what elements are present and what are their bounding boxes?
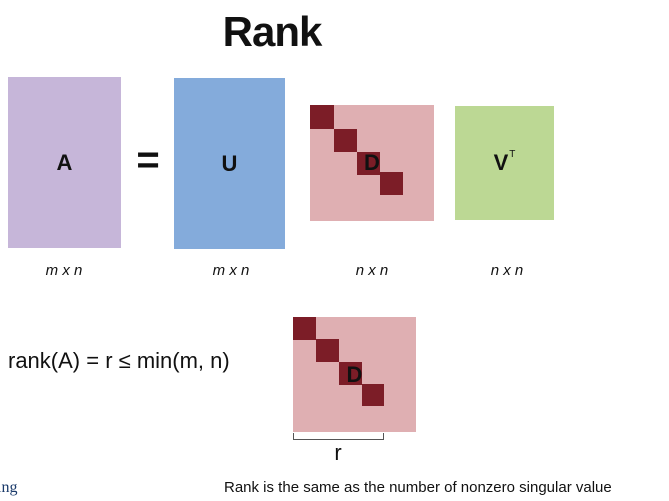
slide-title: Rank [222,8,323,55]
rank-matrix-d-label: D [346,361,363,387]
matrix-v-superscript: T [509,148,516,160]
caption-text: Rank is the same as the number of nonzer… [224,479,612,496]
rank-matrix-d: D [293,317,416,432]
cut-off-edge-text: ing [0,479,18,496]
rank-formula: rank(A) = r ≤ min(m, n) [8,348,230,373]
matrix-d-diag-cell-1 [310,105,334,129]
matrix-v-dims: n x n [490,262,524,279]
equals-sign: = [136,138,160,182]
rank-bracket [293,433,384,440]
matrix-a-label: A [56,149,73,175]
matrix-d: D [310,105,434,221]
matrix-d-label: D [364,150,380,175]
rank-r-label: r [334,440,342,465]
matrix-u-label: U [221,150,238,176]
matrix-a-dims: m x n [45,262,83,279]
matrix-d-dims: n x n [355,262,389,279]
rank-matrix-d-diag-cell-4 [362,384,384,406]
rank-matrix-d-diag-cell-2 [316,339,339,362]
matrix-d-diag-cell-2 [334,129,357,152]
matrix-d-diag-cell-4 [380,172,403,195]
matrix-u: U [174,78,285,249]
rank-matrix-d-diag-cell-1 [293,317,316,340]
matrix-u-dims: m x n [212,262,250,279]
matrix-a: A [8,77,121,248]
matrix-v-label: V [493,150,509,175]
